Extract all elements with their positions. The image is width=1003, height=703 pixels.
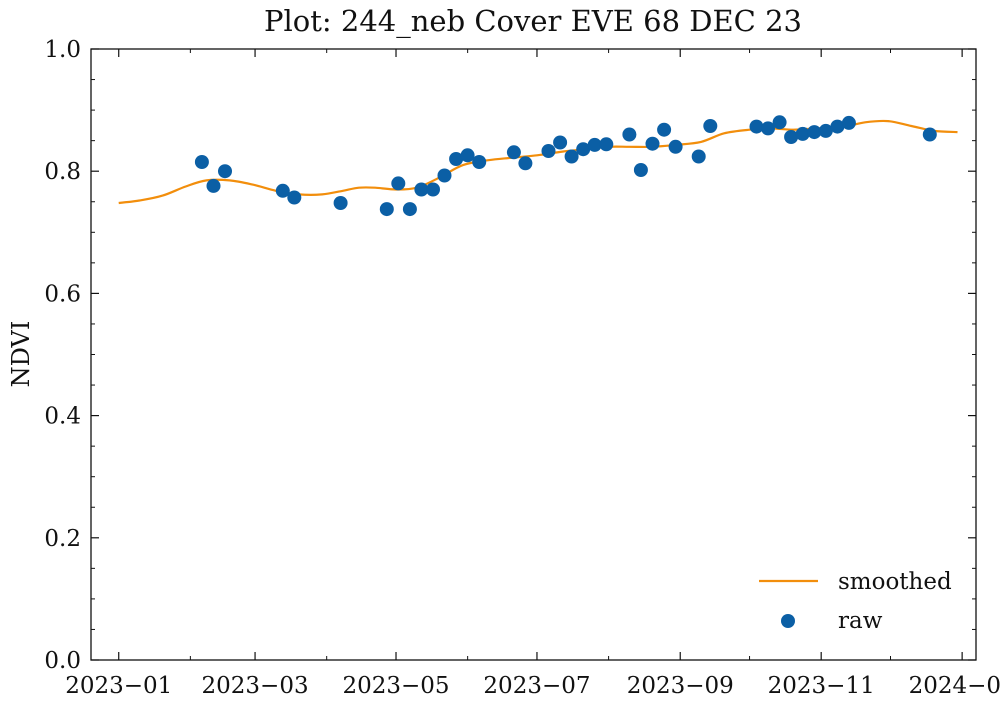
raw-point xyxy=(703,119,718,133)
raw-point xyxy=(564,149,579,164)
raw-point xyxy=(414,182,429,197)
raw-point xyxy=(553,135,568,150)
legend: smoothed raw xyxy=(759,569,952,634)
raw-point xyxy=(622,127,637,142)
raw-point xyxy=(287,190,302,205)
y-axis-label: NDVI xyxy=(7,321,35,388)
raw-point xyxy=(449,152,464,166)
raw-point xyxy=(749,119,764,134)
legend-smoothed-label: smoothed xyxy=(838,569,952,595)
raw-point xyxy=(818,123,833,138)
raw-point xyxy=(657,122,672,137)
raw-point xyxy=(472,155,487,169)
plot-area xyxy=(118,115,958,217)
x-tick-label: 2023−05 xyxy=(342,673,449,699)
x-tick-label: 2023−07 xyxy=(483,673,590,699)
raw-point xyxy=(645,136,660,151)
raw-point xyxy=(576,142,591,157)
raw-point xyxy=(922,127,937,142)
raw-point xyxy=(772,115,787,130)
raw-point xyxy=(275,183,290,198)
raw-point xyxy=(379,202,394,217)
axis-ticks: 0.0 0.2 0.4 0.6 0.8 1.0 2023−01 2023−03 2023−05 2… xyxy=(44,37,1003,699)
legend-raw-label: raw xyxy=(838,608,883,634)
raw-point xyxy=(506,145,521,160)
raw-point xyxy=(587,137,602,152)
raw-point xyxy=(218,164,232,179)
raw-point xyxy=(437,168,452,183)
raw-point xyxy=(633,163,648,177)
raw-point xyxy=(333,196,348,210)
raw-point xyxy=(460,148,475,163)
raw-point xyxy=(807,125,822,140)
raw-point xyxy=(541,144,556,158)
raw-point xyxy=(691,149,706,164)
y-tick-label: 1.0 xyxy=(44,37,81,63)
y-tick-label: 0.4 xyxy=(44,404,81,430)
y-tick-label: 0.2 xyxy=(44,526,81,552)
raw-point xyxy=(830,119,845,134)
legend-raw-swatch xyxy=(781,614,795,628)
raw-point xyxy=(795,126,810,141)
raw-point xyxy=(206,178,221,193)
y-tick-label: 0.0 xyxy=(44,648,81,674)
x-tick-label: 2023−11 xyxy=(768,673,875,699)
y-tick-label: 0.6 xyxy=(44,281,81,307)
raw-point xyxy=(426,182,440,197)
chart-title: Plot: 244_neb Cover EVE 68 DEC 23 xyxy=(264,4,802,39)
x-tick-label: 2024−01 xyxy=(909,673,1003,699)
axes-frame xyxy=(90,48,977,661)
x-tick-label: 2023−01 xyxy=(65,673,172,699)
raw-point xyxy=(599,137,614,152)
x-tick-label: 2023−09 xyxy=(627,673,734,699)
raw-point xyxy=(784,130,799,144)
raw-point xyxy=(668,139,683,154)
raw-point xyxy=(841,115,856,130)
raw-point xyxy=(761,121,775,136)
raw-point xyxy=(402,202,417,217)
raw-point xyxy=(518,156,533,171)
raw-point xyxy=(391,176,406,191)
raw-point xyxy=(194,155,209,169)
y-tick-label: 0.8 xyxy=(44,159,81,185)
x-tick-label: 2023−03 xyxy=(202,673,309,699)
